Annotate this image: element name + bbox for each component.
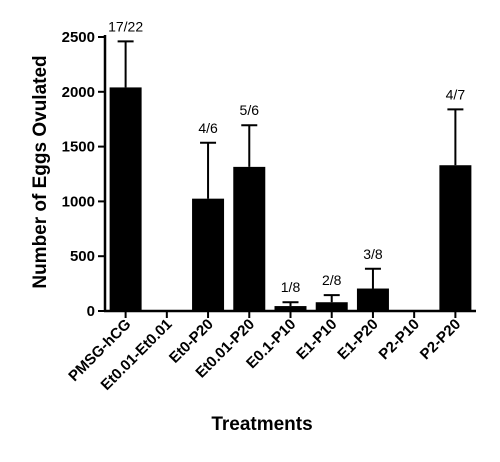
- y-tick-label: 1000: [62, 193, 95, 210]
- y-tick-label: 2500: [62, 29, 95, 46]
- y-tick-label: 1500: [62, 139, 95, 156]
- x-axis-title: Treatments: [211, 414, 312, 435]
- bar-annotation: 2/8: [322, 272, 342, 288]
- y-tick-label: 0: [87, 303, 95, 320]
- bar: [233, 166, 266, 311]
- bar: [274, 306, 307, 311]
- y-axis-title: Number of Eggs Ovulated: [30, 55, 51, 288]
- x-tick-label: E1-P20: [334, 316, 381, 363]
- bar-annotation: 1/8: [281, 279, 301, 295]
- x-tick-label: P2-P10: [376, 316, 423, 363]
- y-axis: 0 500 1000 1500 2000 2500: [62, 29, 107, 320]
- x-axis: PMSG-hCGEt0.01-Et0.01Et0-P20Et0.01-P20E0…: [65, 309, 476, 394]
- bar: [356, 288, 389, 311]
- x-tick-label: E1-P10: [293, 316, 340, 363]
- bars: 17/22 4/6 5/6 1/8 2/8 3/8 4/7: [108, 18, 472, 311]
- bar-annotation: 3/8: [363, 246, 383, 262]
- bar-annotation: 5/6: [240, 102, 260, 118]
- x-tick-label: Et0.01-Et0.01: [98, 316, 176, 394]
- y-tick-label: 2000: [62, 84, 95, 101]
- bar-annotation: 17/22: [108, 18, 143, 34]
- bar-annotation: 4/7: [446, 86, 466, 102]
- x-tick-label: P2-P20: [417, 316, 464, 363]
- bar-annotation: 4/6: [198, 120, 218, 136]
- bar: [109, 87, 142, 311]
- bar: [439, 165, 472, 311]
- bar: [192, 198, 225, 311]
- bar: [315, 302, 348, 311]
- y-tick-label: 500: [70, 248, 95, 265]
